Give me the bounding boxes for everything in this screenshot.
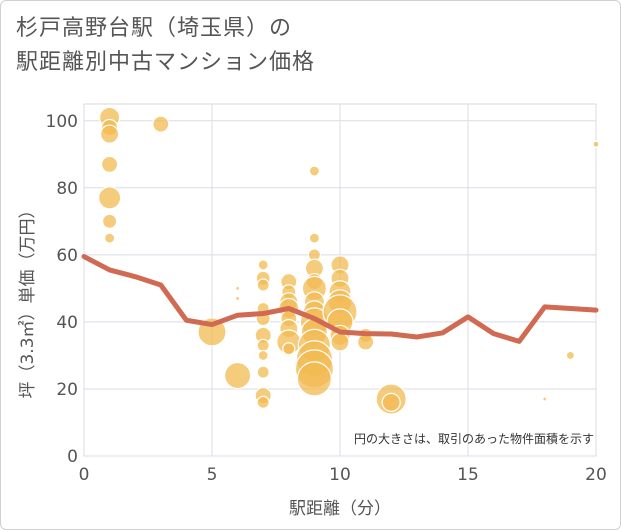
data-bubble [542,396,548,402]
data-bubble [381,392,401,412]
y-tick-label: 80 [56,179,78,199]
data-bubble [257,259,269,271]
chart-title-line1: 杉戸高野台駅（埼玉県）の [16,16,293,41]
data-bubble [565,350,576,361]
data-bubble [103,232,116,244]
data-bubble [256,338,270,352]
tick-labels: 0 5 10 15 20 0 20 40 60 80 100 [46,112,607,485]
data-bubble [235,295,241,302]
data-bubble [308,165,320,177]
data-bubble [224,361,252,390]
y-tick-label: 20 [56,380,78,400]
y-axis-label: 坪（3.3㎡）単価（万円） [18,201,38,398]
data-bubble [97,186,122,210]
data-bubble [257,349,269,362]
data-bubble [256,278,270,292]
data-bubble [152,115,170,133]
x-tick-label: 15 [457,465,479,485]
data-bubble [99,124,120,144]
data-bubble [256,365,270,379]
x-tick-label: 0 [79,465,90,485]
chart-title: 杉戸高野台駅（埼玉県）の 駅距離別中古マンション価格 [16,12,315,80]
data-bubble [100,155,119,173]
data-bubble [282,342,296,356]
bubble-size-note: 円の大きさは、取引のあった物件面積を示す [354,431,594,446]
data-bubble [330,332,350,352]
data-bubble [592,140,600,148]
data-bubble [256,395,270,409]
x-axis-label: 駅距離（分） [289,499,391,519]
y-tick-label: 60 [56,246,78,266]
data-bubble [308,232,320,244]
data-bubble [357,333,375,351]
data-bubble [296,361,332,397]
chart-title-line2: 駅距離別中古マンション価格 [16,50,316,75]
y-tick-label: 40 [56,313,78,333]
x-tick-label: 20 [585,465,607,485]
average-price-line [81,254,599,344]
x-tick-label: 5 [207,465,218,485]
x-tick-label: 10 [329,465,351,485]
grid-lines [83,104,597,457]
data-bubble [101,213,118,229]
average-line-layer [81,254,599,344]
y-tick-label: 0 [67,447,78,467]
y-tick-label: 100 [46,112,78,132]
data-bubble [235,285,241,291]
